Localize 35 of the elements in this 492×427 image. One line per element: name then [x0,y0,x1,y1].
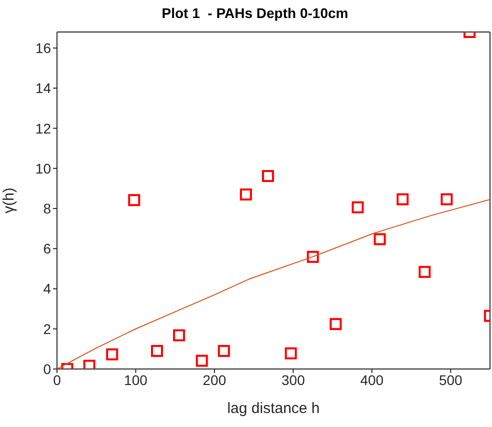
y-tick-label: 4 [43,280,52,297]
x-tick-label: 400 [360,372,384,388]
x-tick-label: 500 [438,372,463,388]
x-tick-label: 300 [282,372,306,388]
x-tick-label: 0 [53,372,62,388]
x-tick-label: 100 [124,372,148,388]
x-tick-label: 200 [202,372,226,388]
point [284,347,297,360]
y-axis-title: γ(h) [0,188,18,214]
x-axis-title: lag distance h [227,400,320,417]
y-tick-label: 6 [43,240,52,257]
point [374,233,386,246]
point [352,201,364,214]
y-tick-label: 8 [43,200,52,216]
point [218,344,230,357]
point [306,250,319,263]
point [106,348,118,360]
point [150,344,163,357]
point [196,354,208,367]
y-tick-label: 16 [35,40,52,56]
point [262,170,274,182]
point [173,329,186,342]
point [128,194,140,206]
point [240,188,252,200]
point [440,193,453,206]
y-tick-label: 2 [43,320,52,337]
y-tick-label: 12 [35,120,52,136]
chart-title: Plot 1 - PAHs Depth 0-10cm [160,5,350,21]
point [83,360,96,369]
point [330,318,342,330]
point [396,193,409,206]
y-tick-label: 0 [43,360,52,377]
y-tick-label: 14 [35,80,52,96]
point [418,266,431,278]
y-tick-label: 10 [35,160,52,176]
